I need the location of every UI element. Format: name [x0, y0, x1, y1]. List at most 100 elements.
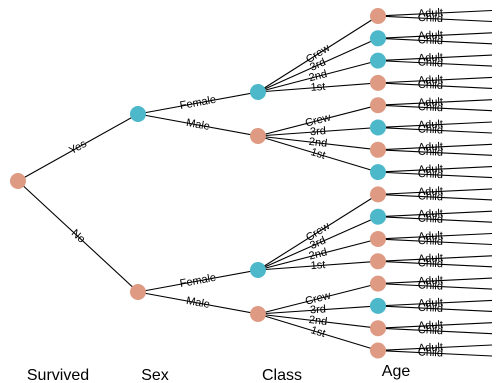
node-survived-no: [130, 284, 146, 300]
node-sex-male: [250, 128, 266, 144]
node-root: [10, 173, 26, 189]
edge-label-adult: Adult: [418, 341, 444, 354]
edge-crew-child: [377, 15, 493, 23]
edge-3rd-adult: [377, 210, 493, 218]
edge-label-child: Child: [418, 257, 444, 270]
edge-label-child: Child: [418, 79, 444, 92]
edge-3rd-adult: [377, 121, 493, 129]
edge-label-adult: Adult: [418, 252, 444, 265]
edge-label-male: Male: [185, 117, 211, 133]
edge-label-adult: Adult: [418, 96, 444, 109]
node-class-3rd: [370, 30, 386, 47]
edge-label-2nd: 2nd: [308, 68, 329, 84]
edge-female-1st: [257, 82, 379, 93]
node-class-1st: [370, 74, 386, 91]
edge-label-3rd: 3rd: [310, 125, 327, 138]
edge-1st-adult: [377, 255, 493, 262]
node-sex-female: [250, 84, 266, 100]
level-label-sex: Sex: [141, 367, 169, 383]
edge-label-female: Female: [179, 94, 217, 112]
node-class-3rd: [370, 208, 386, 225]
node-class-2nd: [370, 141, 386, 158]
edge-1st-adult: [377, 344, 493, 352]
edge-label-2nd: 2nd: [308, 314, 328, 328]
edge-male-1st: [257, 313, 379, 352]
edge-2nd-child: [377, 238, 493, 246]
edge-label-2nd: 2nd: [308, 136, 328, 150]
edge-1st-adult: [377, 76, 493, 84]
edge-label-child: Child: [418, 34, 444, 47]
edge-2nd-adult: [377, 232, 493, 240]
node-class-1st: [370, 253, 386, 270]
edge-2nd-adult: [377, 322, 493, 329]
edge-label-adult: Adult: [418, 7, 444, 20]
edge-yes: [17, 113, 139, 182]
edge-female-2nd: [257, 238, 379, 271]
node-class-1st: [370, 164, 386, 181]
edge-label-adult: Adult: [418, 274, 444, 287]
edge-label-adult: Adult: [418, 297, 444, 310]
edge-2nd-child: [377, 327, 493, 335]
edge-crew-adult: [377, 277, 493, 285]
edge-male-crew: [257, 283, 379, 315]
edge-female-3rd: [257, 216, 379, 271]
node-class-2nd: [370, 320, 386, 337]
edge-label-child: Child: [418, 190, 444, 203]
edge-male-3rd: [257, 305, 379, 315]
edge-yes-female: [137, 91, 259, 115]
edge-yes-male: [137, 113, 259, 137]
edge-no: [17, 180, 139, 293]
node-class-crew: [370, 8, 386, 24]
edge-female-3rd: [257, 37, 379, 93]
node-class-2nd: [370, 52, 386, 69]
edge-2nd-child: [377, 149, 493, 156]
edge-3rd-adult: [377, 32, 493, 39]
edge-crew-adult: [377, 99, 493, 106]
edge-crew-child: [377, 283, 493, 290]
edge-label-child: Child: [418, 279, 444, 292]
node-class-crew: [370, 186, 386, 203]
edge-3rd-child: [377, 126, 493, 134]
edge-label-adult: Adult: [418, 51, 444, 64]
node-sex-female: [250, 262, 266, 278]
level-label-survived: Survived: [27, 367, 89, 383]
edge-male-3rd: [257, 126, 379, 137]
edge-label-3rd: 3rd: [310, 303, 327, 316]
edge-1st-child: [377, 171, 493, 179]
edge-label-child: Child: [418, 213, 444, 226]
edge-label-child: Child: [418, 168, 444, 181]
node-class-1st: [370, 342, 386, 359]
edge-male-2nd: [257, 135, 379, 151]
node-class-2nd: [370, 231, 386, 247]
edge-no-male: [137, 291, 259, 315]
edge-label-1st: 1st: [309, 146, 327, 162]
level-label-class: Class: [262, 367, 302, 383]
edge-3rd-child: [377, 305, 493, 312]
edge-label-child: Child: [418, 101, 444, 114]
edges-layer: [17, 9, 493, 357]
edge-label-child: Child: [418, 146, 444, 159]
edge-crew-child: [377, 104, 493, 112]
edge-3rd-child: [377, 37, 493, 45]
edge-label-2nd: 2nd: [308, 246, 329, 262]
edge-label-child: Child: [418, 324, 444, 337]
edge-female-crew: [257, 193, 379, 271]
edge-label-male: Male: [185, 295, 211, 311]
nodes-layer: [10, 8, 386, 359]
edge-label-adult: Adult: [418, 29, 444, 42]
level-label-age: Age: [382, 363, 411, 380]
edge-crew-adult: [377, 9, 493, 17]
edge-label-3rd: 3rd: [308, 56, 327, 73]
edge-female-crew: [257, 15, 379, 93]
edge-label-adult: Adult: [418, 141, 444, 154]
edge-label-3rd: 3rd: [308, 235, 327, 252]
edge-label-adult: Adult: [418, 319, 444, 332]
edge-2nd-child: [377, 60, 493, 67]
edge-label-adult: Adult: [418, 163, 444, 176]
edge-2nd-adult: [377, 54, 493, 62]
level-labels: Survived Sex Class Age: [27, 363, 410, 383]
node-class-3rd: [370, 297, 386, 314]
edge-female-1st: [257, 260, 379, 271]
edge-label-child: Child: [418, 123, 444, 136]
node-class-3rd: [370, 119, 386, 136]
